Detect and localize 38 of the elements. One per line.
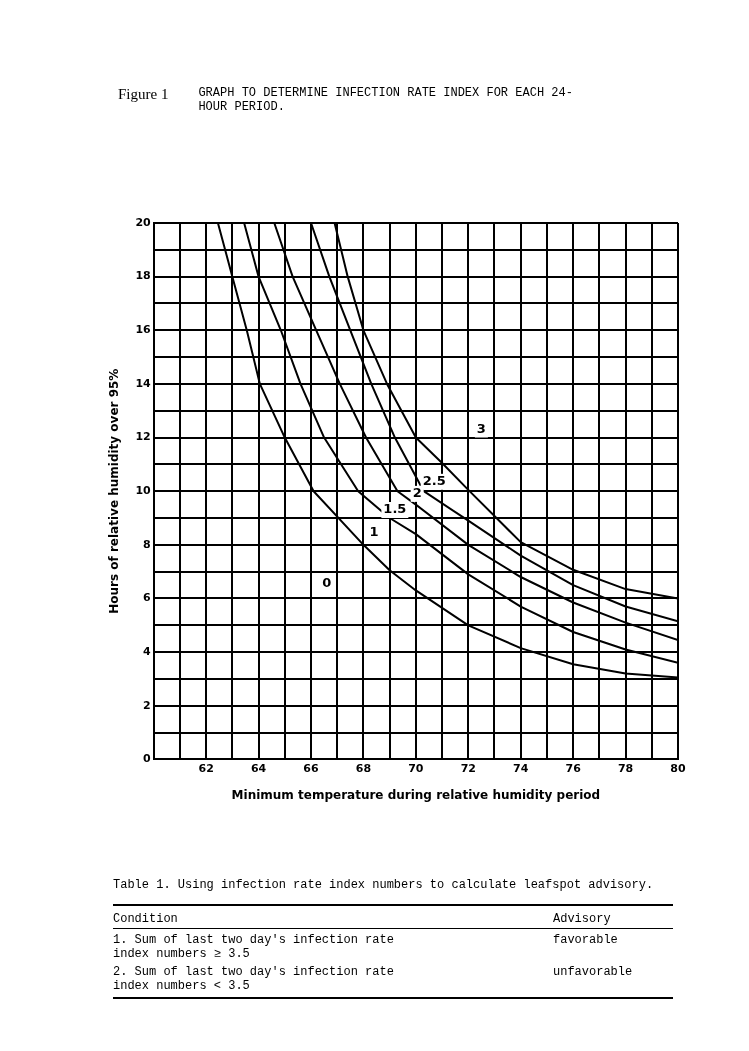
y-tick-label: 14 [135, 376, 152, 390]
text: Condition [113, 912, 553, 929]
caption: Table 1. Using infection rate index numbers to calculate leafspot advisory. [113, 878, 655, 892]
annotation: 2.5 [422, 473, 446, 489]
y-tick-label: 16 [135, 323, 152, 337]
annotation: 0 [322, 575, 332, 591]
y-tick-label: 4 [143, 644, 152, 658]
y-axis-title: Hours of relative humidity over 95% [107, 368, 122, 614]
x-tick-label: 74 [513, 761, 529, 775]
x-tick-label: 66 [303, 761, 319, 775]
x-tick-label: 62 [198, 761, 214, 775]
x-tick-label: 76 [565, 761, 582, 775]
annotation: 1 [369, 524, 379, 540]
y-tick-label: 12 [135, 430, 151, 444]
x-tick-label: 70 [408, 761, 424, 775]
text: Advisory [553, 912, 673, 929]
text: favorable [553, 933, 619, 949]
y-tick-label: 6 [143, 591, 152, 605]
chart-title: Figure 1 [118, 86, 169, 104]
x-tick-label: 64 [250, 761, 267, 775]
y-tick-label: 0 [143, 752, 152, 766]
y-tick-label: 10 [135, 484, 152, 498]
y-tick-label: 8 [143, 537, 151, 551]
text: unfavorable [553, 965, 634, 981]
x-tick-label: 68 [355, 761, 372, 775]
y-tick-label: 2 [143, 698, 151, 712]
y-tick-label: 18 [135, 269, 151, 283]
annotation: 2 [412, 485, 422, 501]
chart-subtitle: GRAPH TO DETERMINE INFECTION RATE INDEX FOR EACH 24-HOUR PERIOD. [198, 86, 574, 114]
x-tick-label: 78 [617, 761, 634, 775]
annotation: 3 [476, 420, 486, 436]
x-axis-title: Minimum temperature during relative humidity period [231, 787, 601, 802]
text: 1. Sum of last two day's infection rate index numbers ≥ 3.5 [113, 933, 395, 961]
annotation: 1.5 [383, 501, 407, 517]
y-tick-label: 20 [135, 215, 152, 229]
x-tick-label: 72 [460, 761, 476, 775]
x-tick-label: 80 [670, 761, 686, 775]
text: 2. Sum of last two day's infection rate index numbers < 3.5 [113, 965, 395, 993]
